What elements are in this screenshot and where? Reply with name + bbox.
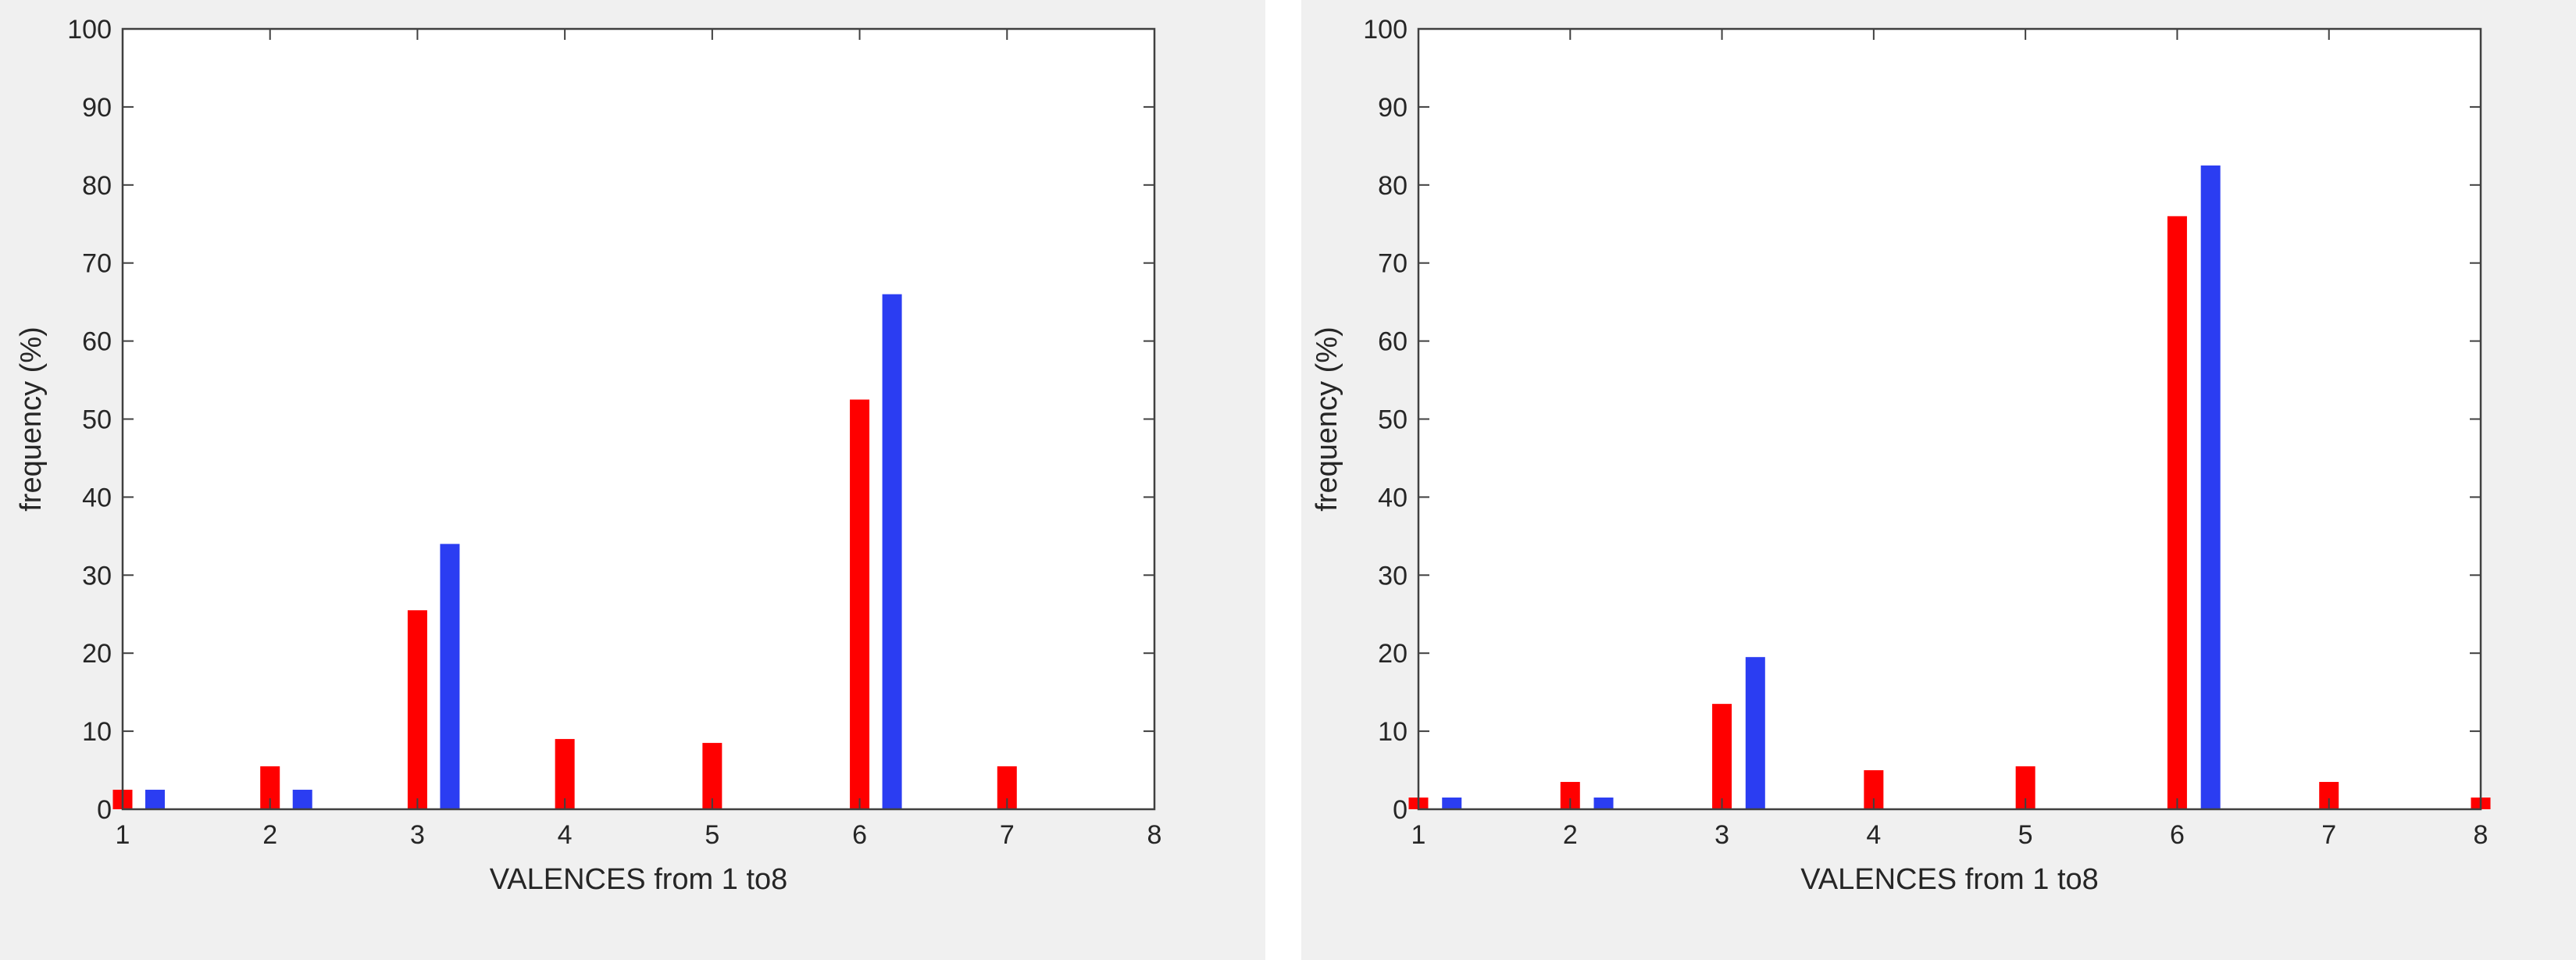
bar-series-1-x5 xyxy=(702,743,722,809)
y-tick-label: 80 xyxy=(82,171,112,201)
bar-series-1-x6 xyxy=(2167,216,2187,809)
x-tick-label: 5 xyxy=(2018,820,2033,850)
x-tick-label: 3 xyxy=(410,820,425,850)
y-tick-label: 70 xyxy=(1378,249,1408,279)
y-tick-label: 50 xyxy=(82,405,112,435)
x-tick-label: 3 xyxy=(1714,820,1729,850)
x-tick-label: 2 xyxy=(262,820,277,850)
y-tick-label: 0 xyxy=(97,795,112,825)
bar-series-2-x1.22 xyxy=(145,790,166,809)
x-tick-label: 7 xyxy=(2321,820,2336,850)
bar-series-2-x6.22 xyxy=(882,294,902,809)
y-tick-label: 10 xyxy=(82,717,112,747)
y-tick-label: 100 xyxy=(67,15,112,45)
y-tick-label: 30 xyxy=(82,561,112,591)
y-tick-label: 20 xyxy=(82,639,112,669)
x-tick-label: 6 xyxy=(2170,820,2185,850)
x-tick-label: 6 xyxy=(852,820,867,850)
y-axis-label: frequency (%) xyxy=(15,327,48,512)
y-tick-label: 90 xyxy=(82,93,112,123)
bar-series-2-x6.22 xyxy=(2200,165,2221,809)
y-tick-label: 80 xyxy=(1378,171,1408,201)
y-tick-label: 60 xyxy=(82,327,112,357)
bar-chart-right: 0 10 20 30 40 50 60 70 80 90 100 1 2 3 4 5 6 7 8 VALENCES f… xyxy=(1311,15,2491,896)
y-tick-label: 40 xyxy=(1378,483,1408,512)
x-tick-label: 2 xyxy=(1563,820,1578,850)
x-axis-label: VALENCES from 1 to8 xyxy=(1800,863,2099,896)
y-tick-label: 10 xyxy=(1378,717,1408,747)
x-tick-label: 4 xyxy=(558,820,573,850)
x-tick-label: 1 xyxy=(1411,820,1426,850)
bar-series-2-x2.22 xyxy=(292,790,312,809)
y-tick-label: 70 xyxy=(82,249,112,279)
bar-series-1-x6 xyxy=(850,399,870,809)
bar-series-1-x3 xyxy=(407,610,427,809)
y-tick-label: 60 xyxy=(1378,327,1408,357)
x-axis-label: VALENCES from 1 to8 xyxy=(490,863,788,896)
bar-series-2-x3.22 xyxy=(1745,657,1765,809)
bar-series-2-x1.22 xyxy=(1442,798,1462,809)
y-tick-label: 30 xyxy=(1378,561,1408,591)
x-tick-label: 8 xyxy=(1147,820,1162,850)
y-axis-label: frequency (%) xyxy=(1311,327,1343,512)
plot-area xyxy=(1418,29,2481,809)
bar-chart-left: 0 10 20 30 40 50 60 70 80 90 100 1 2 3 4 5 6 7 8 VALENCES f… xyxy=(15,15,1162,896)
y-tick-label: 0 xyxy=(1393,795,1408,825)
plot-area xyxy=(123,29,1154,809)
bar-series-2-x2.22 xyxy=(1593,798,1614,809)
x-tick-label: 4 xyxy=(1866,820,1881,850)
x-tick-label: 7 xyxy=(1000,820,1015,850)
y-tick-label: 40 xyxy=(82,483,112,512)
bar-series-1-x4 xyxy=(555,739,575,809)
bar-series-2-x3.22 xyxy=(440,544,460,809)
x-tick-label: 5 xyxy=(705,820,719,850)
x-tick-label: 8 xyxy=(2474,820,2489,850)
y-tick-label: 90 xyxy=(1378,93,1408,123)
y-tick-label: 50 xyxy=(1378,405,1408,435)
bar-series-1-x3 xyxy=(1712,704,1732,809)
chart-panel-left: 0 10 20 30 40 50 60 70 80 90 100 1 2 3 4 5 6 7 8 VALENCES f… xyxy=(0,0,1265,960)
y-tick-label: 20 xyxy=(1378,639,1408,669)
chart-panel-right: 0 10 20 30 40 50 60 70 80 90 100 1 2 3 4 5 6 7 8 VALENCES f… xyxy=(1301,0,2576,960)
x-tick-label: 1 xyxy=(116,820,130,850)
y-tick-label: 100 xyxy=(1363,15,1408,45)
